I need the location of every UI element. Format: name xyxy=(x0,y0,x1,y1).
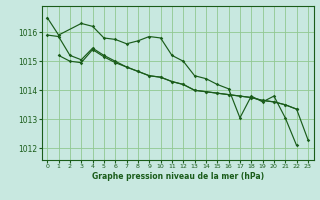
X-axis label: Graphe pression niveau de la mer (hPa): Graphe pression niveau de la mer (hPa) xyxy=(92,172,264,181)
